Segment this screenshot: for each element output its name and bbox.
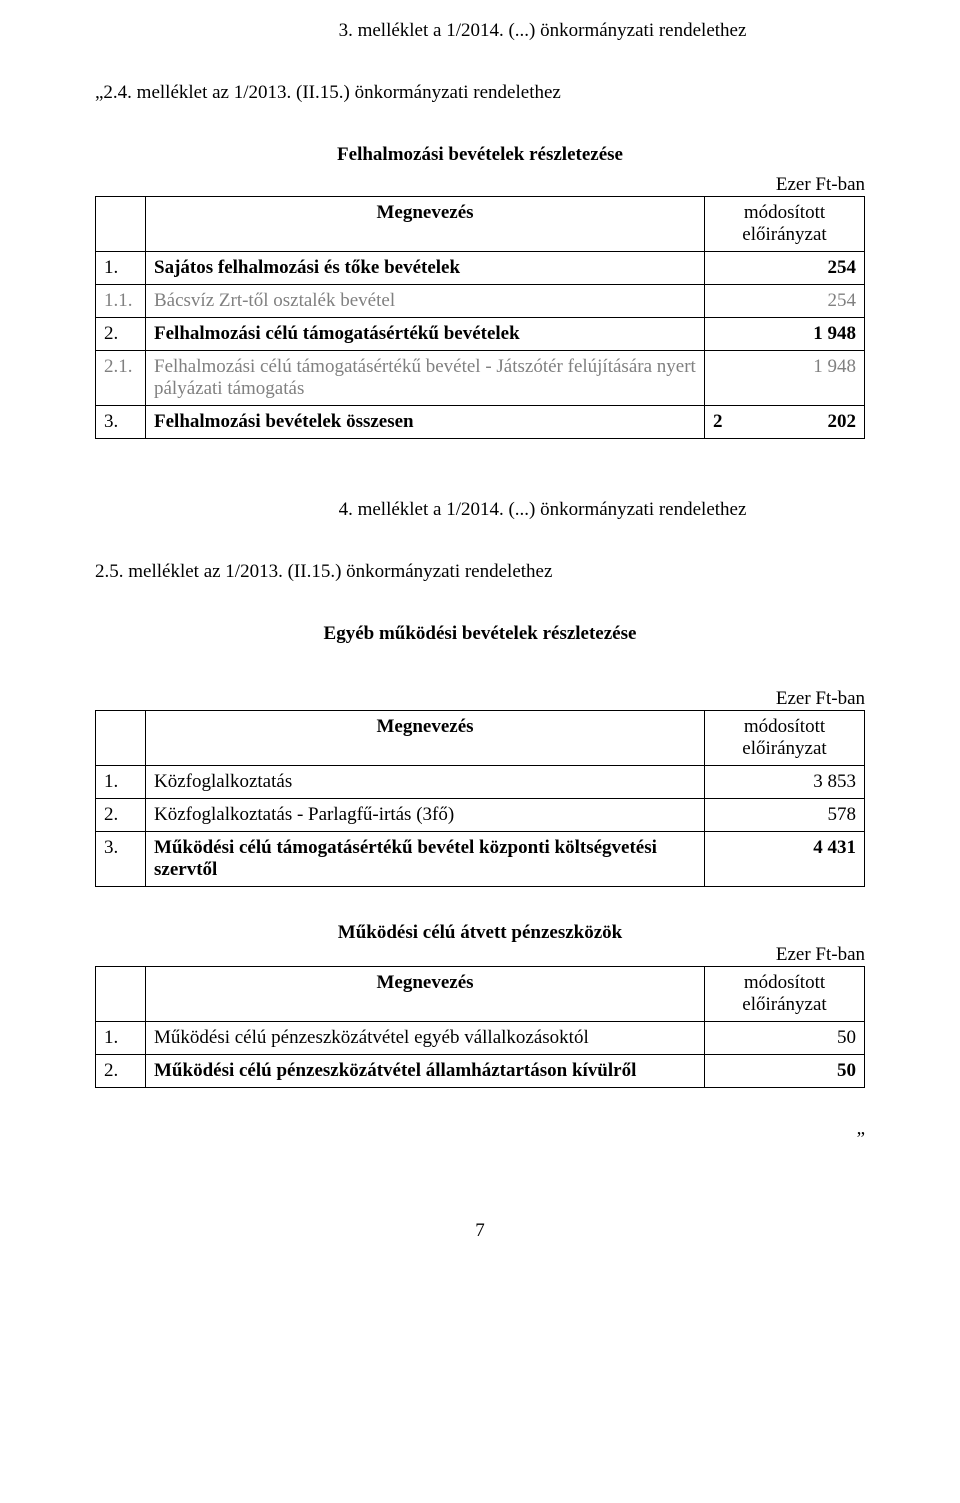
row-name: Működési célú pénzeszközátvétel egyéb vá… [146,1022,705,1055]
row-num: 2. [96,318,146,351]
row-num: 1.1. [96,285,146,318]
section-1-title: Felhalmozási bevételek részletezése [95,144,865,166]
row-num: 1. [96,1022,146,1055]
row-val: 254 [705,252,865,285]
table-header-name: Megnevezés [146,197,705,252]
row-val: 1 948 [705,318,865,351]
document-page: 3. melléklet a 1/2014. (...) önkormányza… [0,0,960,1282]
table-header-num [96,197,146,252]
row-val: 50 [705,1055,865,1088]
section-3-title: Működési célú átvett pénzeszközök [95,922,865,944]
spacer [95,653,865,688]
table-row: 1. Sajátos felhalmozási és tőke bevétele… [96,252,865,285]
table-row: 1.1. Bácsvíz Zrt-től osztalék bevétel 25… [96,285,865,318]
row-val: 2 202 [705,406,865,439]
row-name: Bácsvíz Zrt-től osztalék bevétel [146,285,705,318]
table-row: 1. Működési célú pénzeszközátvétel egyéb… [96,1022,865,1055]
table-header-name: Megnevezés [146,711,705,766]
spacer [95,439,865,499]
unit-label-1: Ezer Ft-ban [95,174,865,196]
table-header-num [96,967,146,1022]
page-number: 7 [95,1220,865,1242]
section-2-title: Egyéb működési bevételek részletezése [95,623,865,645]
attachment-header-2-4: „2.4. melléklet az 1/2013. (II.15.) önko… [95,82,865,104]
table-row: 2. Közfoglalkoztatás - Parlagfű-irtás (3… [96,799,865,832]
row-num: 3. [96,832,146,887]
row-num: 2. [96,799,146,832]
trailing-quote: „ [95,1118,865,1140]
row-name: Felhalmozási célú támogatásértékű bevéte… [146,318,705,351]
row-name: Felhalmozási célú támogatásértékű bevéte… [146,351,705,406]
table-header-val: módosított előirányzat [705,967,865,1022]
attachment-header-4: 4. melléklet a 1/2014. (...) önkormányza… [95,499,865,521]
row-val: 50 [705,1022,865,1055]
row-val: 4 431 [705,832,865,887]
row-name: Felhalmozási bevételek összesen [146,406,705,439]
attachment-header-3: 3. melléklet a 1/2014. (...) önkormányza… [95,20,865,42]
table-felhalmozasi: Megnevezés módosított előirányzat 1. Saj… [95,196,865,439]
table-row: 2.1. Felhalmozási célú támogatásértékű b… [96,351,865,406]
row-val: 254 [705,285,865,318]
row-num: 1. [96,766,146,799]
spacer [95,887,865,922]
table-row: 2. Működési célú pénzeszközátvétel állam… [96,1055,865,1088]
unit-label-3: Ezer Ft-ban [95,944,865,966]
row-val: 1 948 [705,351,865,406]
row-name: Közfoglalkoztatás [146,766,705,799]
table-atvett-penzeszkozok: Megnevezés módosított előirányzat 1. Műk… [95,966,865,1088]
row-name: Közfoglalkoztatás - Parlagfű-irtás (3fő) [146,799,705,832]
table-mukodesi-bevetelek: Megnevezés módosított előirányzat 1. Köz… [95,710,865,887]
row-val: 578 [705,799,865,832]
table-header-num [96,711,146,766]
table-header-val: módosított előirányzat [705,197,865,252]
table-row: 3. Felhalmozási bevételek összesen 2 202 [96,406,865,439]
attachment-header-2-5: 2.5. melléklet az 1/2013. (II.15.) önkor… [95,561,865,583]
row-val-a: 2 [713,411,723,433]
row-num: 1. [96,252,146,285]
table-row: 2. Felhalmozási célú támogatásértékű bev… [96,318,865,351]
row-name: Működési célú támogatásértékű bevétel kö… [146,832,705,887]
row-val-b: 202 [828,411,857,433]
unit-label-2: Ezer Ft-ban [95,688,865,710]
table-row: 1. Közfoglalkoztatás 3 853 [96,766,865,799]
table-header-name: Megnevezés [146,967,705,1022]
row-num: 2. [96,1055,146,1088]
row-num: 3. [96,406,146,439]
row-val: 3 853 [705,766,865,799]
table-header-val: módosított előirányzat [705,711,865,766]
row-name: Működési célú pénzeszközátvétel államház… [146,1055,705,1088]
row-name: Sajátos felhalmozási és tőke bevételek [146,252,705,285]
row-num: 2.1. [96,351,146,406]
table-row: 3. Működési célú támogatásértékű bevétel… [96,832,865,887]
